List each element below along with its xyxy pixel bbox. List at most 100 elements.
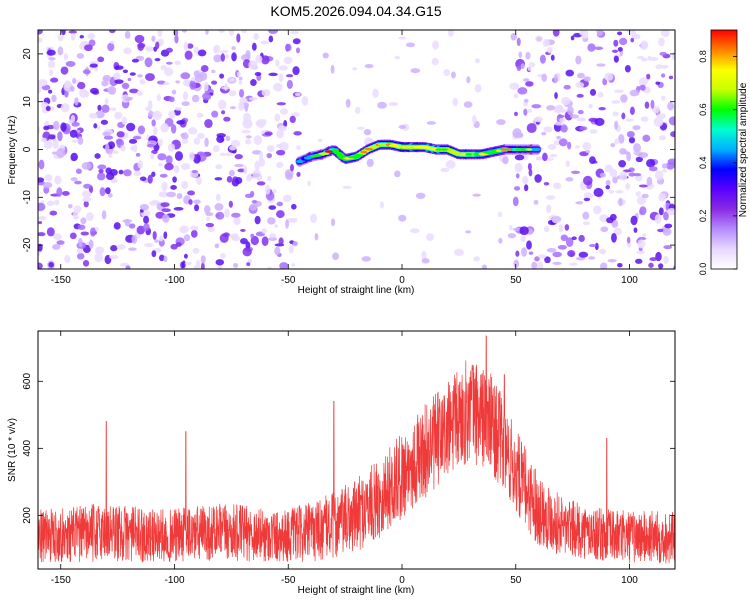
noise-blob <box>278 65 288 71</box>
ridge-peak <box>360 150 368 154</box>
noise-blob <box>558 138 568 147</box>
noise-blob <box>77 81 86 90</box>
noise-blob <box>107 141 116 150</box>
noise-blob <box>234 153 243 160</box>
noise-blob <box>582 221 590 226</box>
noise-blob <box>184 50 193 60</box>
noise-blob <box>242 119 253 129</box>
noise-blob <box>253 135 262 146</box>
noise-blob <box>626 236 631 244</box>
x-tick-label: -50 <box>281 275 296 286</box>
noise-blob <box>71 121 80 127</box>
noise-blob <box>641 40 648 48</box>
noise-blob <box>197 49 207 57</box>
noise-blob <box>561 97 571 106</box>
noise-blob <box>236 33 241 43</box>
noise-blob <box>415 192 426 199</box>
noise-blob <box>410 228 420 234</box>
noise-blob <box>128 138 138 144</box>
noise-blob <box>154 57 161 62</box>
noise-blob <box>618 197 623 207</box>
noise-blob <box>54 199 60 206</box>
noise-blob <box>147 100 153 110</box>
noise-blob <box>67 204 73 209</box>
noise-blob <box>109 40 115 44</box>
noise-blob <box>167 143 176 152</box>
noise-blob <box>629 106 635 115</box>
noise-blob <box>565 237 574 248</box>
noise-blob <box>611 100 621 104</box>
noise-blob <box>124 30 131 39</box>
noise-blob <box>64 254 71 264</box>
ridge-peak <box>505 148 513 151</box>
noise-blob <box>113 222 121 230</box>
noise-blob <box>515 173 520 179</box>
noise-blob <box>291 263 296 267</box>
noise-blob <box>193 46 200 54</box>
noise-blob <box>224 83 228 91</box>
noise-blob <box>641 193 649 199</box>
noise-blob <box>662 227 672 236</box>
noise-blob <box>632 125 641 131</box>
noise-blob <box>157 30 163 38</box>
noise-blob <box>164 162 174 171</box>
noise-blob <box>292 241 298 247</box>
noise-blob <box>192 247 200 254</box>
noise-blob <box>228 169 235 177</box>
snr-frame <box>37 330 676 570</box>
noise-blob <box>219 50 229 54</box>
noise-blob <box>265 185 271 195</box>
noise-blob <box>175 80 181 84</box>
noise-blob <box>523 108 528 116</box>
y-tick-label: 400 <box>22 440 33 457</box>
noise-blob <box>98 168 104 174</box>
noise-blob <box>291 203 297 210</box>
noise-blob <box>588 103 593 109</box>
noise-blob <box>183 234 191 242</box>
noise-blob <box>648 262 654 268</box>
noise-blob <box>95 110 105 119</box>
ridge-peak <box>347 155 360 159</box>
noise-blob <box>269 233 277 238</box>
noise-blob <box>180 261 185 269</box>
spectrogram-noise <box>38 30 675 269</box>
noise-blob <box>342 185 352 189</box>
noise-blob <box>267 217 276 225</box>
x-tick-label: -50 <box>281 575 296 586</box>
noise-blob <box>285 74 294 78</box>
noise-blob <box>43 125 50 131</box>
noise-blob <box>519 226 529 236</box>
noise-blob <box>440 167 450 173</box>
noise-blob <box>54 175 62 185</box>
noise-blob <box>567 105 574 116</box>
noise-blob <box>394 55 401 60</box>
noise-blob <box>160 202 170 208</box>
noise-blob <box>234 163 244 168</box>
noise-blob <box>202 92 212 101</box>
noise-blob <box>665 201 670 212</box>
noise-blob <box>512 227 522 232</box>
noise-blob <box>135 153 141 157</box>
noise-blob <box>93 123 98 129</box>
noise-blob <box>271 188 277 194</box>
noise-blob <box>535 35 543 43</box>
noise-blob <box>157 153 167 161</box>
noise-blob <box>513 186 521 191</box>
noise-blob <box>301 95 309 106</box>
noise-blob <box>372 88 379 98</box>
noise-blob <box>220 53 226 62</box>
noise-blob <box>137 74 143 78</box>
noise-blob <box>127 77 132 82</box>
noise-blob <box>515 250 520 257</box>
noise-blob <box>509 225 513 231</box>
noise-blob <box>579 126 588 131</box>
noise-blob <box>587 43 596 52</box>
noise-blob <box>86 212 94 221</box>
noise-blob <box>589 156 596 165</box>
noise-blob <box>294 92 301 97</box>
noise-blob <box>125 265 131 269</box>
noise-blob <box>310 213 317 223</box>
noise-blob <box>569 262 578 266</box>
noise-blob <box>546 195 556 200</box>
noise-blob <box>251 200 258 204</box>
